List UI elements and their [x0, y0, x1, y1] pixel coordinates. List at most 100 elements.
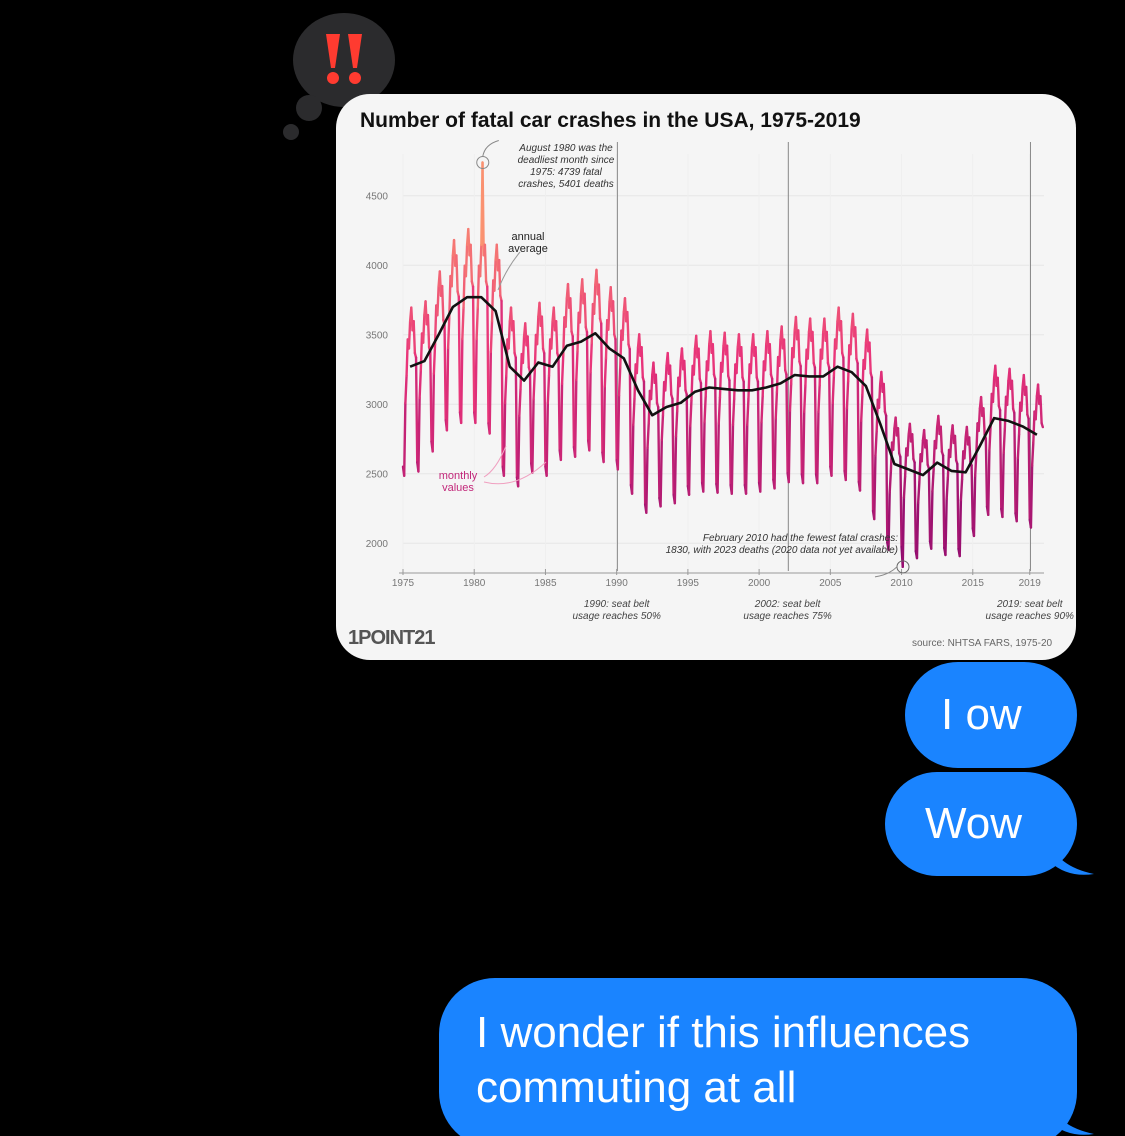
monthly-segment	[481, 161, 485, 257]
monthly-segment	[785, 373, 789, 475]
monthly-segment	[488, 350, 493, 435]
monthly-segment	[953, 434, 958, 462]
monthly-segment	[717, 396, 722, 425]
monthly-segment	[600, 322, 604, 454]
x-tick-label: 1990	[606, 578, 629, 589]
monthly-segment	[856, 362, 861, 484]
monthly-segment	[685, 393, 690, 488]
monthly-segment	[825, 330, 830, 365]
tapback-tail-dot	[296, 95, 322, 121]
monthly-segment	[585, 330, 590, 442]
monthly-segment	[483, 243, 488, 283]
monthly-segment	[1030, 441, 1035, 467]
annual-average-line	[409, 295, 1038, 477]
monthly-segment	[842, 356, 846, 473]
monthly-segment	[740, 346, 744, 379]
crash-chart: Number of fatal car crashes in the USA, …	[348, 109, 1074, 649]
monthly-segment	[440, 284, 445, 322]
monthly-segment	[939, 425, 944, 454]
monthly-segment	[489, 320, 494, 354]
annotation-leader	[483, 461, 547, 485]
monthly-segment	[531, 397, 535, 474]
monthly-segment	[817, 384, 821, 414]
sent-message-bubble[interactable]: I wonder if this influences commuting at…	[439, 978, 1077, 1136]
monthly-segment	[996, 376, 1001, 408]
monthly-segment	[673, 435, 678, 505]
logo: 1POINT21	[348, 627, 436, 649]
monthly-segment	[806, 330, 811, 360]
monthly-segment	[1040, 421, 1045, 429]
monthly-segment	[518, 388, 522, 418]
monthly-segment	[528, 370, 533, 465]
monthly-segment	[1039, 394, 1043, 425]
annotation-leader	[874, 566, 898, 578]
monthly-segment	[949, 434, 953, 459]
monthly-segment	[632, 397, 636, 426]
monthly-segment	[998, 408, 1003, 511]
y-tick-label: 3000	[366, 400, 389, 411]
monthly-segment	[902, 475, 907, 499]
monthly-segment	[516, 414, 521, 488]
monthly-segment	[725, 344, 730, 378]
monthly-segment	[687, 424, 692, 496]
sent-message-bubble[interactable]: I ow	[905, 662, 1077, 768]
monthly-segment	[560, 354, 565, 386]
monthly-segment	[874, 430, 878, 457]
monthly-segment	[550, 320, 554, 350]
monthly-segment	[920, 439, 925, 463]
monthly-segment	[459, 337, 464, 425]
monthly-segment	[1013, 411, 1017, 515]
monthly-segment	[963, 436, 967, 460]
monthly-segment	[455, 254, 459, 293]
monthly-segment	[646, 422, 650, 449]
sent-message-bubble[interactable]: Wow	[885, 772, 1077, 876]
monthly-segment	[703, 394, 707, 424]
monthly-segment	[744, 423, 749, 495]
monthly-segment	[671, 397, 675, 497]
monthly-segment	[699, 381, 704, 485]
monthly-segment	[911, 433, 915, 461]
monthly-segment	[654, 373, 659, 405]
message-text: I ow	[941, 690, 1022, 739]
annotation-text: 1975: 4739 fatal	[530, 167, 603, 178]
annotation-leader	[482, 139, 499, 157]
monthly-segment	[770, 377, 775, 481]
monthly-segment	[782, 338, 787, 372]
monthly-segment	[970, 464, 974, 530]
image-message[interactable]: Number of fatal car crashes in the USA, …	[336, 94, 1076, 660]
monthly-segment	[845, 380, 850, 410]
monthly-segment	[588, 371, 592, 452]
monthly-segment	[930, 490, 934, 550]
bubble-tail	[1050, 1100, 1094, 1135]
monthly-segment	[754, 346, 758, 379]
monthly-segment	[469, 243, 474, 283]
annotation-text: August 1980 was the	[518, 143, 613, 154]
monthly-segment	[787, 409, 792, 484]
chart-x-axis: 1975 1980 1985 1990 1995 2000 2005 2010 2015 2019	[392, 569, 1044, 589]
monthly-segment	[589, 341, 593, 374]
monthly-segment	[858, 419, 863, 492]
monthly-segment	[564, 297, 569, 329]
x-tick-label: 2005	[819, 578, 842, 589]
reference-line-label: usage reaches 75%	[743, 611, 832, 622]
monthly-segment	[592, 283, 597, 315]
monthly-segment	[418, 369, 423, 400]
monthly-segment	[1027, 417, 1031, 521]
monthly-segment	[689, 399, 693, 428]
monthly-segment	[899, 455, 903, 549]
monthly-segment	[774, 390, 779, 420]
monthly-segment	[991, 376, 996, 404]
monthly-segment	[445, 346, 450, 432]
monthly-segment	[630, 423, 635, 495]
monthly-segment	[927, 466, 932, 543]
x-tick-label: 1975	[392, 578, 415, 589]
annotation-marker	[896, 560, 910, 574]
monthly-segment	[827, 366, 832, 468]
chart-y-axis: 2000 2500 3000 3500 4000 4500	[366, 192, 389, 551]
monthly-segment	[697, 347, 701, 381]
tapback-bubble[interactable]	[293, 13, 395, 107]
monthly-segment	[934, 425, 939, 450]
monthly-segment	[664, 364, 668, 392]
annotation-text: February 2010 had the fewest fatal crash…	[703, 533, 898, 544]
monthly-segment	[668, 364, 673, 396]
